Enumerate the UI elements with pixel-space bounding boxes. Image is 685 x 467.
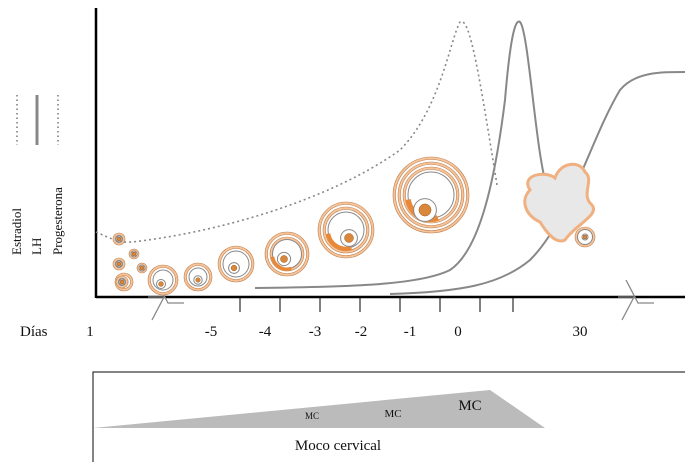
oocyte: [132, 252, 136, 256]
oocyte: [231, 265, 237, 271]
oocyte: [419, 204, 431, 216]
legend-label: Progesterona: [50, 187, 65, 255]
mucus-label: MC: [384, 408, 401, 420]
axis-label: Días: [20, 324, 48, 340]
tick-label: -4: [259, 324, 272, 340]
tick-label: 1: [86, 324, 94, 340]
mucus-label: MC: [305, 411, 319, 421]
oocyte: [159, 282, 164, 287]
oocyte: [120, 280, 124, 284]
oocyte: [196, 278, 200, 282]
legend-label: LH: [29, 238, 44, 255]
page: body { margin: 0; width: 685px; height: …: [0, 0, 685, 462]
tick-label: -5: [205, 324, 218, 340]
mucus-title: Moco cervical: [295, 438, 381, 454]
body: {"legend": ["Estradiol", "LH", "Progeste…: [0, 0, 685, 462]
diagram: Estradiol LH Progesterona Días MC MC MC …: [0, 0, 685, 462]
tick-label: 0: [454, 324, 462, 340]
tick-label: 30: [573, 324, 588, 340]
oocyte: [117, 237, 121, 241]
oocyte: [345, 234, 354, 243]
oocyte: [583, 235, 587, 239]
tick-label: -2: [355, 324, 368, 340]
oocyte: [280, 255, 287, 262]
oocyte: [117, 262, 121, 266]
tick-label: -3: [309, 324, 322, 340]
axis-break: [618, 280, 654, 320]
mucus-label: MC: [458, 398, 481, 414]
oocyte: [140, 266, 144, 270]
tick-label: -1: [404, 324, 417, 340]
legend-label: Estradiol: [9, 208, 24, 255]
